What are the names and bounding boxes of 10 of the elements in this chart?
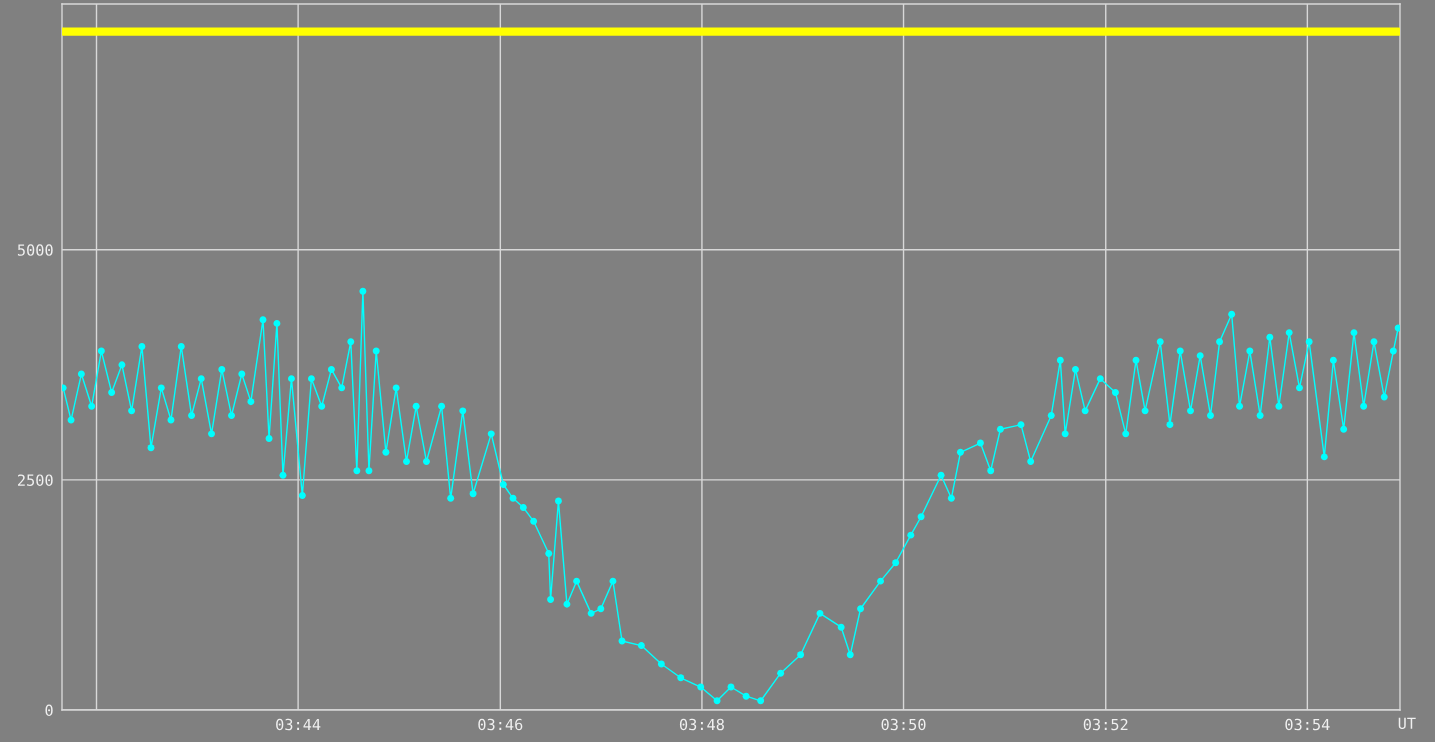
y-tick-label: 2500 [18, 474, 53, 486]
x-tick-label: 03:50 [881, 718, 926, 731]
y-tick-label: 0 [45, 704, 53, 717]
x-axis-title: UT [1398, 717, 1416, 729]
y-tick-label: 5000 [17, 244, 53, 256]
x-tick-label: 03:52 [1083, 718, 1128, 731]
x-tick-label: 03:44 [276, 718, 321, 731]
x-tick-label: 03:46 [478, 718, 523, 731]
x-tick-label: 03:54 [1285, 718, 1330, 731]
x-tick-label: 03:48 [679, 718, 724, 731]
